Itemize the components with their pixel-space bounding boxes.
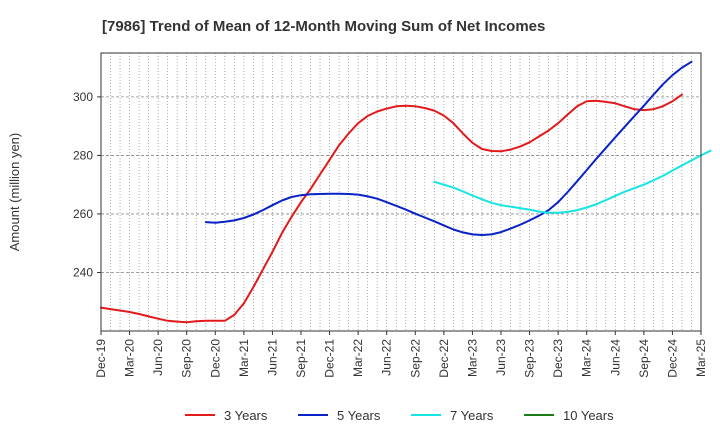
legend-label: 10 Years (563, 408, 614, 423)
series-line-3-years (100, 93, 683, 324)
x-tick-label: Mar-23 (465, 339, 479, 377)
x-tick-label: Sep-24 (637, 339, 651, 378)
x-tick-label: Dec-21 (323, 339, 337, 378)
legend: 3 Years 5 Years 7 Years 10 Years (185, 408, 614, 423)
x-tick-label: Mar-21 (237, 339, 251, 377)
series-layer (100, 60, 712, 324)
plot-frame (101, 53, 701, 331)
x-tick-label: Mar-20 (123, 339, 137, 377)
x-tick-label: Sep-21 (294, 339, 308, 378)
x-tick-label: Jun-21 (265, 339, 279, 376)
plot-area (100, 52, 712, 332)
x-tick-label: Mar-22 (351, 339, 365, 377)
y-tick-label: 280 (73, 148, 93, 162)
y-axis-label: Amount (million yen) (7, 133, 22, 252)
x-tick-label: Dec-22 (437, 339, 451, 378)
y-tick-label: 240 (73, 265, 93, 279)
x-tick-label: Mar-24 (580, 339, 594, 377)
x-tick-label: Jun-23 (494, 339, 508, 376)
x-axis-ticks: Dec-19 Mar-20 Jun-20 Sep-20 Dec-20 Mar-21 Jun-… (94, 331, 708, 378)
x-tick-label: Dec-20 (208, 339, 222, 378)
x-tick-label: Jun-20 (151, 339, 165, 376)
plot-border (100, 52, 702, 332)
y-axis-ticks: 240 260 280 300 (73, 90, 101, 279)
x-tick-label: Sep-23 (523, 339, 537, 378)
x-tick-label: Sep-22 (408, 339, 422, 378)
series-line-7-years (433, 149, 712, 214)
y-tick-label: 300 (73, 90, 93, 104)
legend-label: 7 Years (450, 408, 494, 423)
x-tick-label: Dec-19 (94, 339, 108, 378)
y-tick-label: 260 (73, 207, 93, 221)
series-line-5-years (204, 60, 693, 236)
x-tick-label: Dec-23 (551, 339, 565, 378)
legend-label: 3 Years (224, 408, 268, 423)
grid-lines (101, 53, 701, 331)
x-tick-label: Dec-24 (665, 339, 679, 378)
x-tick-label: Mar-25 (694, 339, 708, 377)
legend-label: 5 Years (337, 408, 381, 423)
x-tick-label: Jun-24 (608, 339, 622, 376)
chart-title: [7986] Trend of Mean of 12-Month Moving … (102, 18, 545, 35)
x-tick-label: Jun-22 (380, 339, 394, 376)
x-tick-label: Sep-20 (180, 339, 194, 378)
